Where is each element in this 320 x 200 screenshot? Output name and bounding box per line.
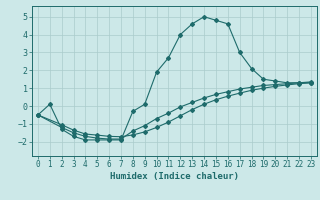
X-axis label: Humidex (Indice chaleur): Humidex (Indice chaleur) [110, 172, 239, 181]
